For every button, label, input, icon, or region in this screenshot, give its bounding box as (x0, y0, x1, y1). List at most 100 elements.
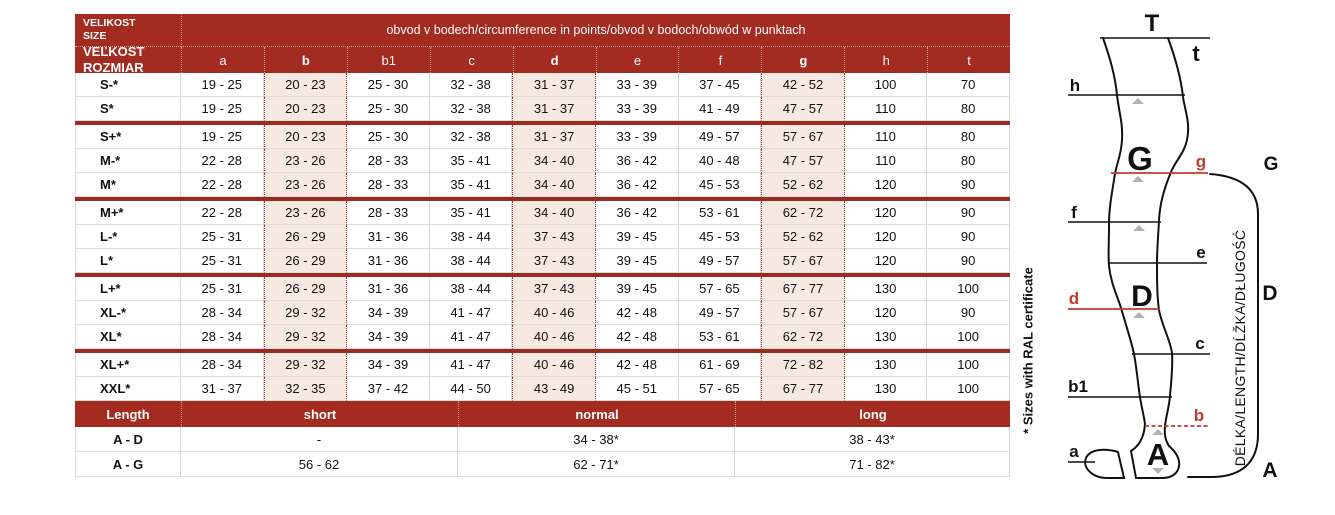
table-row: XXL* 31 - 37 32 - 35 37 - 42 44 - 50 43 - 49 4… (75, 377, 1010, 401)
value-cell: 28 - 33 (347, 149, 430, 173)
value-cell: 100 (844, 73, 928, 97)
value-cell: 110 (844, 125, 928, 149)
bracket-label-A: A (1262, 459, 1277, 482)
value-cell: 20 - 23 (263, 73, 348, 97)
group-separator (75, 349, 1010, 353)
size-cell: S-* (75, 73, 181, 97)
value-cell: 41 - 47 (429, 353, 513, 377)
value-cell: 31 - 36 (347, 277, 430, 301)
value-cell: 25 - 30 (347, 97, 430, 121)
value-cell: 26 - 29 (263, 249, 348, 273)
value-cell: 29 - 32 (263, 301, 348, 325)
value-cell: 49 - 57 (678, 125, 762, 149)
value-cell: 35 - 41 (429, 173, 513, 197)
table-row: S* 19 - 25 20 - 23 25 - 30 32 - 38 31 - 37 33 … (75, 97, 1010, 121)
value-cell: 34 - 40 (512, 149, 596, 173)
value-cell: 29 - 32 (263, 325, 348, 349)
table-row: M-* 22 - 28 23 - 26 28 - 33 35 - 41 34 - 40 36… (75, 149, 1010, 173)
value-cell: 40 - 48 (678, 149, 762, 173)
column-header-g: g (761, 47, 845, 73)
label-d: d (1069, 289, 1079, 308)
value-cell: 80 (927, 125, 1010, 149)
label-h: h (1070, 76, 1080, 95)
marker-triangle-d (1133, 312, 1145, 318)
value-cell: 39 - 45 (595, 249, 679, 273)
size-header-cell: VELIKOST SIZE (75, 14, 181, 47)
value-cell: 34 - 40 (512, 201, 596, 225)
value-cell: 120 (844, 173, 928, 197)
label-e: e (1196, 243, 1205, 262)
size-header-cell-2: VEĽKOSŤ ROZMIAR (75, 47, 181, 73)
length-bracket (1187, 173, 1259, 478)
leg-outline-right (1135, 37, 1190, 479)
value-cell: 31 - 37 (512, 125, 596, 149)
size-cell: M+* (75, 201, 181, 225)
value-cell: 29 - 32 (263, 353, 348, 377)
value-cell: 23 - 26 (263, 149, 348, 173)
column-header-b1: b1 (346, 47, 430, 73)
value-cell: 42 - 52 (761, 73, 845, 97)
value-cell: 53 - 61 (678, 201, 762, 225)
table-row: S-* 19 - 25 20 - 23 25 - 30 32 - 38 31 - 37 33… (75, 73, 1010, 97)
size-cell: XL-* (75, 301, 181, 325)
length-value-cell: 71 - 82* (735, 452, 1010, 477)
value-cell: 23 - 26 (263, 201, 348, 225)
value-cell: 25 - 31 (181, 249, 264, 273)
length-header-short: short (181, 401, 458, 427)
length-row: A - G 56 - 62 62 - 71* 71 - 82* (75, 452, 1010, 477)
length-header-normal: normal (458, 401, 735, 427)
value-cell: 35 - 41 (429, 201, 513, 225)
value-cell: 80 (927, 97, 1010, 121)
length-axis-text: DÉLKA/LENGTH/DĹŽKA/DŁUGOŚĆ (1231, 230, 1248, 467)
value-cell: 20 - 23 (263, 97, 348, 121)
value-cell: 40 - 46 (512, 325, 596, 349)
value-cell: 40 - 46 (512, 301, 596, 325)
size-cell: S* (75, 97, 181, 121)
value-cell: 31 - 36 (347, 249, 430, 273)
value-cell: 120 (844, 201, 928, 225)
label-a: a (1069, 442, 1079, 461)
marker-triangle-g (1132, 176, 1144, 182)
value-cell: 37 - 43 (512, 249, 596, 273)
size-cell: XL* (75, 325, 181, 349)
value-cell: 90 (927, 249, 1010, 273)
value-cell: 25 - 31 (181, 277, 264, 301)
value-cell: 36 - 42 (595, 149, 679, 173)
column-header-f: f (678, 47, 762, 73)
toe-cap (1084, 448, 1126, 479)
value-cell: 33 - 39 (595, 97, 679, 121)
size-cell: XXL* (75, 377, 181, 401)
value-cell: 100 (927, 325, 1010, 349)
value-cell: 26 - 29 (263, 277, 348, 301)
leg-outline-left (1102, 37, 1147, 452)
value-cell: 34 - 39 (347, 353, 430, 377)
value-cell: 42 - 48 (595, 325, 679, 349)
value-cell: 25 - 30 (347, 125, 430, 149)
value-cell: 22 - 28 (181, 173, 264, 197)
value-cell: 70 (927, 73, 1010, 97)
value-cell: 57 - 67 (761, 125, 845, 149)
value-cell: 32 - 35 (263, 377, 348, 401)
value-cell: 49 - 57 (678, 301, 762, 325)
value-cell: 62 - 72 (761, 325, 845, 349)
table-row: S+* 19 - 25 20 - 23 25 - 30 32 - 38 31 - 37 33… (75, 125, 1010, 149)
value-cell: 57 - 65 (678, 377, 762, 401)
zone-label-D: D (1131, 280, 1153, 313)
label-b1: b1 (1068, 377, 1088, 396)
value-cell: 90 (927, 201, 1010, 225)
value-cell: 43 - 49 (512, 377, 596, 401)
value-cell: 57 - 67 (761, 301, 845, 325)
value-cell: 72 - 82 (761, 353, 845, 377)
value-cell: 35 - 41 (429, 149, 513, 173)
length-value-cell: 56 - 62 (181, 452, 458, 477)
table-row: XL* 28 - 34 29 - 32 34 - 39 41 - 47 40 - 46 42… (75, 325, 1010, 349)
value-cell: 120 (844, 225, 928, 249)
marker-triangle-A (1152, 468, 1164, 474)
value-cell: 42 - 48 (595, 301, 679, 325)
table-row: XL+* 28 - 34 29 - 32 34 - 39 41 - 47 40 - 46 4… (75, 353, 1010, 377)
table-row: L-* 25 - 31 26 - 29 31 - 36 38 - 44 37 - 43 39… (75, 225, 1010, 249)
value-cell: 57 - 65 (678, 277, 762, 301)
value-cell: 110 (844, 149, 928, 173)
value-cell: 37 - 42 (347, 377, 430, 401)
column-header-b: b (263, 47, 347, 73)
